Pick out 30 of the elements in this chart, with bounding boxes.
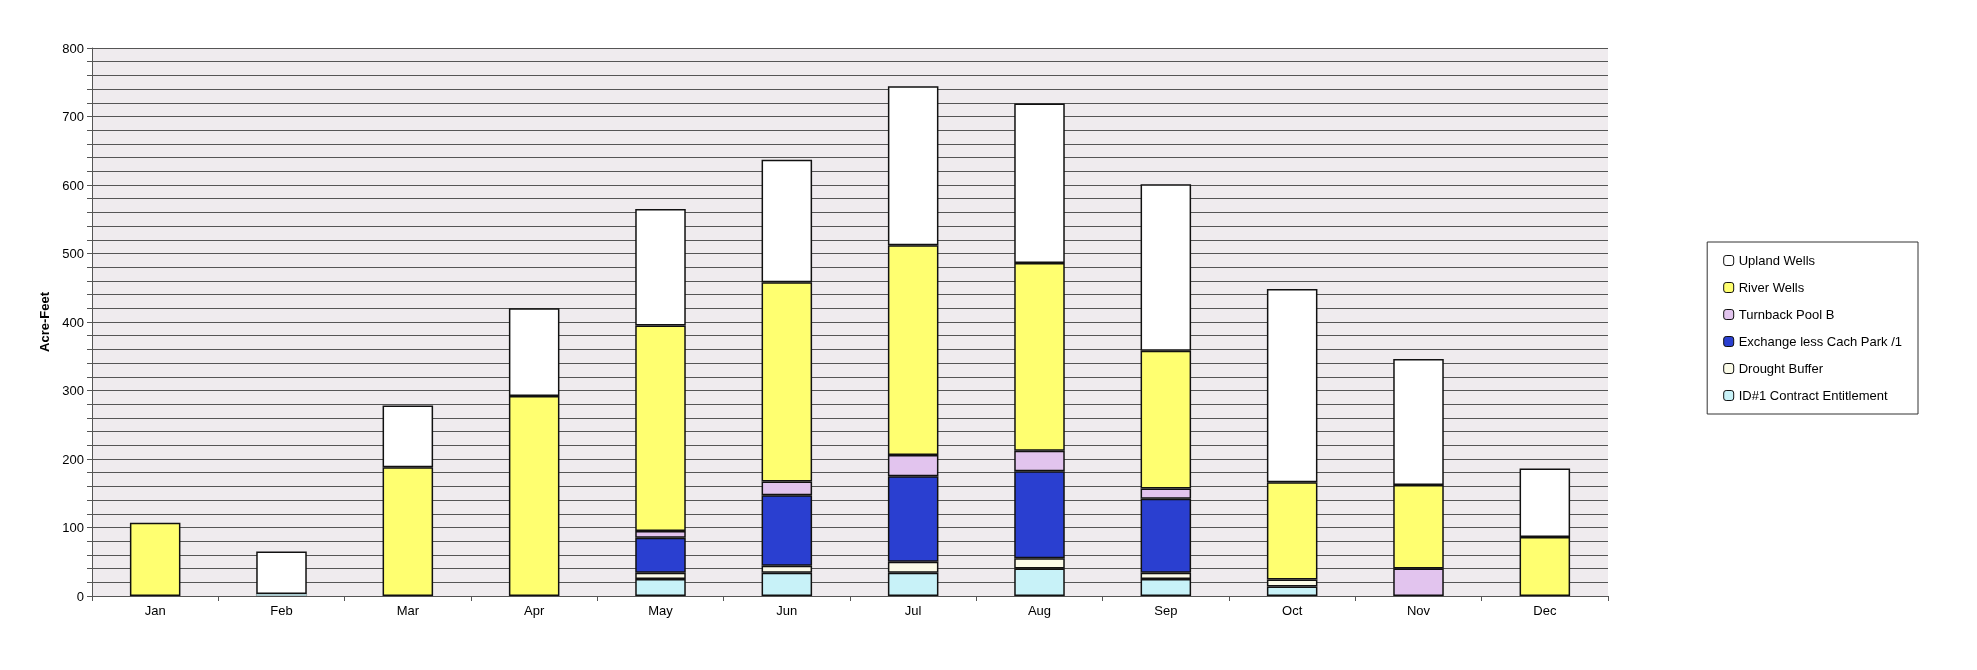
x-tick-label: Oct [1282, 603, 1303, 618]
legend-label: Turnback Pool B [1738, 307, 1835, 322]
y-tick-label: 800 [62, 40, 84, 56]
x-tick-label: Mar [396, 603, 420, 618]
y-tick-label: 500 [62, 246, 84, 261]
legend-label: Exchange less Cach Park /1 [1738, 334, 1903, 349]
x-tick-label: Nov [1406, 603, 1431, 618]
y-tick-label: 0 [76, 588, 84, 604]
x-tick-label: Jan [144, 603, 166, 618]
y-axis-title: Acre-Feet [37, 291, 53, 352]
y-tick-label: 300 [62, 383, 84, 398]
legend-label: Upland Wells [1738, 253, 1816, 268]
y-tick-label: 100 [62, 520, 84, 535]
y-tick-label: 600 [62, 177, 84, 193]
x-tick-label: Jun [776, 603, 798, 618]
legend-label: ID#1 Contract Entitlement [1738, 388, 1888, 403]
x-tick-label: May [648, 603, 674, 618]
y-tick-label: 700 [62, 109, 84, 124]
x-tick-label: Feb [270, 603, 293, 618]
x-tick-label: Aug [1027, 603, 1052, 618]
y-tick-label: 200 [62, 451, 84, 467]
bar [256, 551, 307, 594]
legend-label: Drought Buffer [1738, 361, 1824, 376]
legend-label: River Wells [1738, 280, 1805, 295]
y-tick-label: 400 [62, 314, 84, 330]
x-tick-label: Sep [1154, 603, 1178, 618]
x-tick-label: Dec [1533, 603, 1557, 618]
x-tick-label: Jul [904, 603, 922, 618]
bar [129, 522, 181, 596]
x-tick-label: Apr [524, 603, 545, 618]
